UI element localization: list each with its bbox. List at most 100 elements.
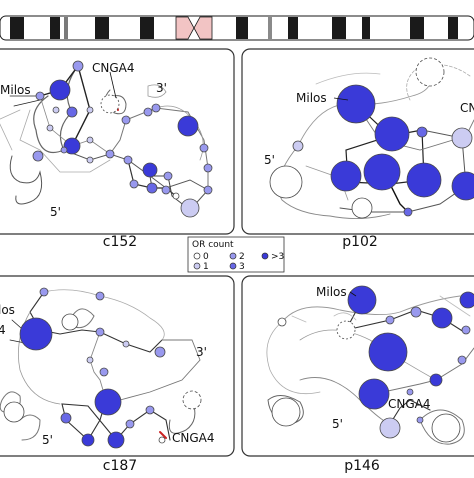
chromatin-node xyxy=(203,163,213,173)
chromatin-node xyxy=(172,192,180,200)
chromosome-band xyxy=(332,17,346,39)
chromatin-node xyxy=(431,307,453,329)
legend-box xyxy=(187,236,285,273)
chromatin-node xyxy=(431,413,461,443)
p146-nodes xyxy=(271,285,474,443)
chromatin-node xyxy=(451,171,474,201)
chromatin-node xyxy=(416,126,428,138)
panel-p102: Milos CN 5' p102 xyxy=(264,57,474,250)
chromosome-band xyxy=(95,17,109,39)
legend-label-0: 0 xyxy=(203,252,209,262)
chromatin-node xyxy=(336,320,356,340)
chromosome-band xyxy=(362,17,370,39)
cnga4-node xyxy=(451,127,473,149)
c152-three-prime-label: 3' xyxy=(156,81,167,95)
c187-milos-label: los xyxy=(0,303,15,317)
legend-label-3: 3 xyxy=(239,262,245,272)
chromatin-node xyxy=(123,155,133,165)
p146-cnga4-label: CNGA4 xyxy=(388,397,431,411)
chromatin-node xyxy=(60,146,68,154)
chromatin-node xyxy=(406,388,414,396)
chromosome-band xyxy=(236,17,248,39)
c187-fragment-label: 4 xyxy=(0,323,6,337)
chromatin-node xyxy=(86,106,94,114)
c152-milos-label: Milos xyxy=(0,83,31,97)
chromatin-node xyxy=(177,115,199,137)
chromosome-band xyxy=(410,17,424,39)
p102-milos-pointer xyxy=(333,97,349,101)
p102-caption: p102 xyxy=(342,234,378,250)
milos-node xyxy=(347,285,377,315)
chromatin-node xyxy=(86,156,94,164)
chromatin-node xyxy=(351,197,373,219)
cnga4-locus xyxy=(100,94,120,114)
chromatin-node xyxy=(429,373,443,387)
chromatin-node xyxy=(363,153,401,191)
chromatin-node xyxy=(368,332,408,372)
milos-node xyxy=(19,317,53,351)
legend-swatch-1 xyxy=(193,262,201,270)
chromatin-node xyxy=(461,325,471,335)
chromatin-node xyxy=(406,162,442,198)
chromatin-node xyxy=(403,207,413,217)
chromatin-node xyxy=(121,115,131,125)
chromatin-node xyxy=(95,291,105,301)
chromatin-node xyxy=(161,185,171,195)
chromatin-node xyxy=(277,317,287,327)
chromatin-node xyxy=(61,313,79,331)
chromatin-node xyxy=(374,116,410,152)
c152-nodes xyxy=(32,60,213,218)
chromatin-node xyxy=(199,143,209,153)
centromere xyxy=(175,16,195,40)
chromatin-node xyxy=(459,291,474,309)
legend-swatch-2 xyxy=(229,252,237,260)
chromatin-node xyxy=(105,149,115,159)
chromatin-node xyxy=(292,140,304,152)
chromosome-band xyxy=(64,17,68,39)
chromosome-band xyxy=(140,17,154,39)
chromatin-node xyxy=(60,412,72,424)
chromatin-node xyxy=(143,107,153,117)
chromatin-node xyxy=(99,367,109,377)
p146-text: Milos CNGA4 5' xyxy=(316,285,431,431)
chromatin-node xyxy=(410,306,422,318)
c152-cnga4-label: CNGA4 xyxy=(92,61,135,75)
chromatin-node xyxy=(63,137,81,155)
chromatin-node xyxy=(145,405,155,415)
chromatin-node xyxy=(39,287,49,297)
c187-text: los 4 3' 5' CNGA4 xyxy=(0,303,215,447)
chromatin-node xyxy=(52,106,60,114)
chromatin-node xyxy=(385,315,395,325)
chromatin-node xyxy=(86,136,94,144)
chromatin-node xyxy=(163,171,173,181)
c152-caption: c152 xyxy=(103,234,137,250)
p146-milos-pointer xyxy=(349,291,357,297)
c187-nodes xyxy=(3,287,202,449)
c152-cnga4-pointer xyxy=(109,71,117,99)
chromatin-node xyxy=(86,356,94,364)
chromatin-node xyxy=(146,182,158,194)
legend-label-1: 1 xyxy=(203,262,209,272)
p146-milos-label: Milos xyxy=(316,285,347,299)
chromatin-node xyxy=(180,198,200,218)
chromosome-band xyxy=(268,17,272,39)
chromatin-node xyxy=(125,419,135,429)
chromatin-node xyxy=(95,327,105,337)
chromatin-node xyxy=(330,160,362,192)
c187-caption: c187 xyxy=(103,458,137,474)
chromatin-node xyxy=(35,91,45,101)
cnga4-node xyxy=(158,436,166,444)
legend-label-2: 2 xyxy=(239,252,245,262)
chromatin-node xyxy=(154,346,166,358)
c187-five-prime-label: 5' xyxy=(42,433,53,447)
panel-c187: los 4 3' 5' CNGA4 c187 xyxy=(0,287,215,474)
chromatin-node xyxy=(358,378,390,410)
chromatin-node xyxy=(72,60,84,72)
panel-p146: Milos CNGA4 5' p146 xyxy=(266,285,474,474)
chromatin-node xyxy=(457,355,467,365)
chromatin-node xyxy=(415,57,445,87)
p102-five-prime-label: 5' xyxy=(264,153,275,167)
chromatin-node xyxy=(142,162,158,178)
